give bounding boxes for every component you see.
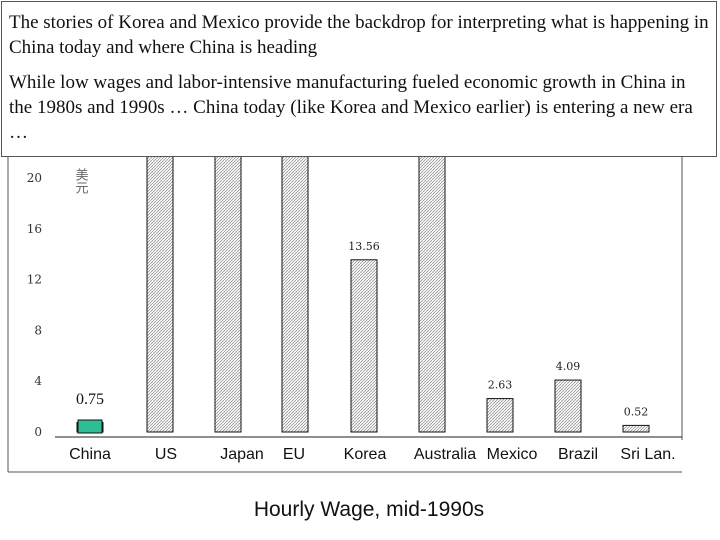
category-label: Australia [414, 446, 476, 463]
y-axis-label: 美元 [73, 168, 89, 195]
bar-mexico [486, 398, 514, 433]
category-label: China [69, 446, 111, 463]
bar-japan [214, 149, 242, 433]
y-tick-label: 20 [27, 171, 42, 185]
data-label: 2.63 [488, 379, 513, 392]
bar-us [146, 149, 174, 433]
y-tick-label: 8 [34, 323, 42, 337]
y-tick-label: 12 [27, 273, 42, 287]
text-box: The stories of Korea and Mexico provide … [1, 1, 717, 157]
y-tick-label: 16 [27, 222, 42, 236]
bar-korea [350, 259, 378, 433]
bar-sri-lan [622, 424, 650, 433]
bar-eu [281, 149, 309, 433]
bar-brazil [554, 379, 582, 433]
category-label: Sri Lan. [620, 446, 675, 463]
chart-caption: Hourly Wage, mid-1990s [253, 498, 485, 521]
category-label: EU [283, 446, 305, 463]
y-tick-label: 4 [34, 374, 42, 388]
category-label: US [155, 446, 177, 463]
bar-australia [418, 149, 446, 433]
category-label: Japan [220, 446, 264, 463]
text-box-paragraph-1: The stories of Korea and Mexico provide … [9, 12, 709, 58]
y-tick-label: 0 [34, 425, 42, 439]
category-label: Korea [344, 446, 387, 463]
text-box-paragraph-2: While low wages and labor-intensive manu… [9, 72, 693, 143]
category-label: Mexico [487, 446, 538, 463]
data-label: 0.52 [624, 405, 649, 418]
china-highlight-marker [77, 419, 103, 434]
data-label: 13.56 [348, 240, 380, 253]
data-label: 4.09 [556, 360, 581, 373]
data-label-china: 0.75 [76, 391, 104, 408]
category-label: Brazil [558, 446, 598, 463]
